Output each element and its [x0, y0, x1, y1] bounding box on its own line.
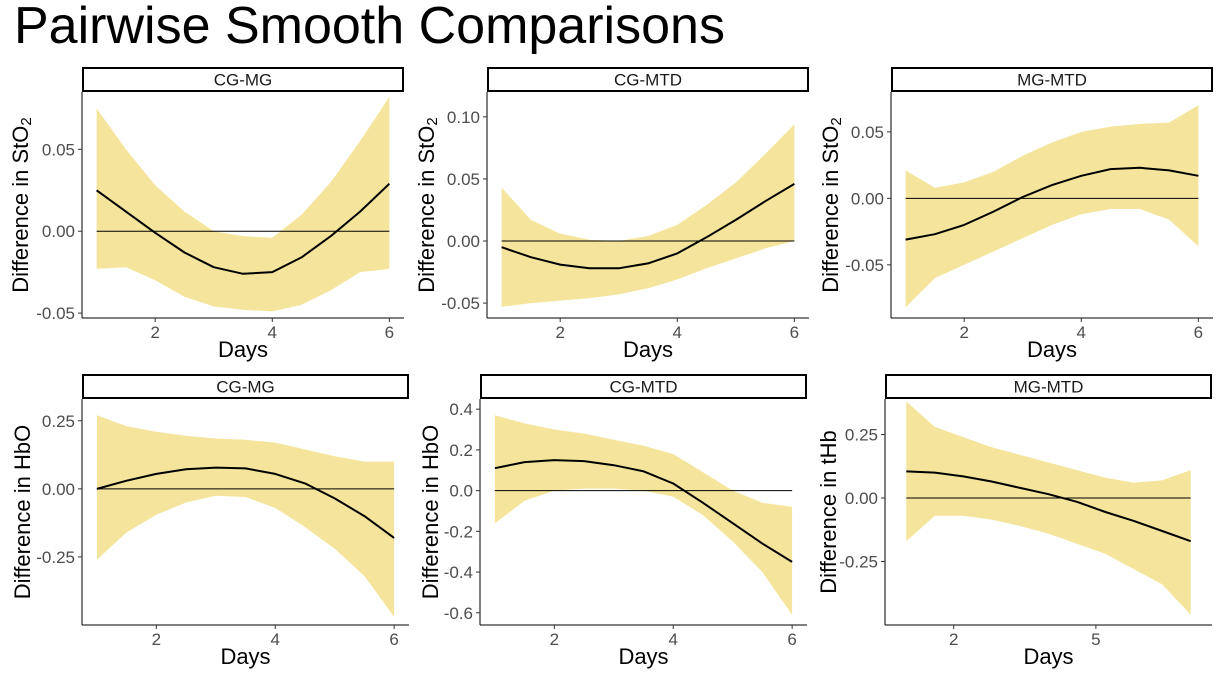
x-tick-label: 2: [555, 323, 564, 342]
y-axis-title-text: Difference in StO: [818, 126, 843, 293]
page-title: Pairwise Smooth Comparisons: [14, 0, 725, 55]
x-axis-title: Days: [218, 337, 268, 362]
facet-strip-label: CG-MTD: [614, 71, 682, 90]
smooth-estimate-line: [501, 183, 795, 270]
y-tick-label: 0.00: [851, 189, 884, 208]
x-tick-label: 4: [668, 630, 677, 649]
y-tick-label: 0.0: [449, 482, 473, 501]
panel-2: -0.05 0.00 0.05 0.10 2 4 6 Days Difference in St…: [414, 67, 809, 362]
facet-strip-label: CG-MG: [216, 378, 275, 397]
y-axis-title-text: Difference in StO: [8, 126, 33, 293]
y-axis-title: Difference in StO2: [8, 117, 35, 292]
facet-strip: [480, 374, 807, 399]
smooth-estimate-line: [906, 470, 1192, 543]
y-axis-title-text: Difference in StO: [414, 126, 439, 293]
y-axis-title: Difference in tHb: [816, 430, 841, 593]
x-tick-label: 2: [152, 630, 161, 649]
y-tick-label: 0.10: [447, 108, 480, 127]
smooth-estimate-line: [494, 459, 793, 563]
y-tick-label: 0.05: [851, 123, 884, 142]
y-tick-label: -0.6: [444, 604, 473, 623]
facet-strip-label: CG-MTD: [610, 378, 678, 397]
facet-strip: [82, 374, 409, 399]
y-tick-label: -0.05: [845, 256, 884, 275]
confidence-band: [905, 105, 1199, 308]
y-axis-title: Difference in StO2: [414, 117, 441, 292]
y-tick-label: -0.25: [36, 548, 75, 567]
y-tick-label: -0.4: [444, 563, 473, 582]
y-tick-label: -0.05: [36, 304, 75, 323]
confidence-band: [96, 415, 395, 617]
x-tick-label: 2: [550, 630, 559, 649]
x-tick-label: 4: [268, 323, 277, 342]
x-axis-title: Days: [623, 337, 673, 362]
confidence-band: [501, 124, 795, 307]
y-axis-title-text: Difference in tHb: [816, 430, 841, 593]
smooth-estimate-line: [96, 466, 395, 539]
y-axis-title: Difference in HbO: [418, 425, 443, 599]
y-axis-title-subscript: 2: [828, 117, 845, 125]
x-tick-label: 2: [949, 630, 958, 649]
x-tick-label: 6: [385, 323, 394, 342]
y-tick-label: 0.00: [447, 232, 480, 251]
x-axis-title: Days: [1023, 644, 1073, 669]
y-tick-label: 0.2: [449, 441, 473, 460]
x-tick-label: 6: [787, 630, 796, 649]
x-axis-title: Days: [618, 644, 668, 669]
y-tick-label: 0.05: [42, 140, 75, 159]
x-tick-label: 5: [1091, 630, 1100, 649]
smooth-estimate-line: [905, 166, 1199, 241]
y-tick-label: 0.05: [447, 170, 480, 189]
x-tick-label: 6: [1194, 323, 1203, 342]
panel-4: -0.25 0.00 0.25 2 4 6 Days Difference in HbO CG-…: [10, 374, 409, 669]
y-tick-label: -0.2: [444, 522, 473, 541]
x-tick-label: 4: [1077, 323, 1086, 342]
confidence-band: [494, 415, 793, 615]
smooth-estimate-line: [96, 182, 391, 275]
x-tick-label: 2: [150, 323, 159, 342]
y-tick-label: 0.25: [845, 426, 878, 445]
facet-strip-label: CG-MG: [214, 71, 273, 90]
y-axis-title-text: Difference in HbO: [418, 425, 443, 599]
x-tick-label: 2: [959, 323, 968, 342]
y-tick-label: 0.25: [42, 412, 75, 431]
facet-strip: [891, 67, 1213, 92]
x-tick-label: 6: [790, 323, 799, 342]
y-tick-label: 0.00: [42, 222, 75, 241]
y-axis-title: Difference in HbO: [10, 425, 35, 599]
x-tick-label: 4: [673, 323, 682, 342]
x-tick-label: 4: [270, 630, 279, 649]
x-axis-title: Days: [220, 644, 270, 669]
y-axis-title: Difference in StO2: [818, 117, 845, 292]
y-axis-title-subscript: 2: [424, 117, 441, 125]
y-axis-title-subscript: 2: [18, 117, 35, 125]
y-tick-label: 0.00: [42, 480, 75, 499]
x-tick-label: 6: [389, 630, 398, 649]
facet-strip-label: MG-MTD: [1017, 71, 1087, 90]
facet-strip: [487, 67, 809, 92]
y-tick-label: -0.25: [839, 553, 878, 572]
facet-strip: [885, 374, 1212, 399]
y-axis-title-text: Difference in HbO: [10, 425, 35, 599]
y-tick-label: 0.00: [845, 489, 878, 508]
panel-5: -0.6 -0.4 -0.2 0.0 0.2 0.4 2 4 6 Days Difference i…: [418, 374, 807, 669]
facet-strip-label: MG-MTD: [1014, 378, 1084, 397]
x-axis-title: Days: [1027, 337, 1077, 362]
y-tick-label: 0.4: [449, 400, 473, 419]
panel-6: -0.25 0.00 0.25 2 5 Days Difference in tHb MG-M…: [816, 374, 1212, 669]
facet-strip: [82, 67, 404, 92]
y-tick-label: -0.05: [441, 294, 480, 313]
confidence-band: [906, 401, 1191, 615]
confidence-band: [96, 96, 390, 312]
